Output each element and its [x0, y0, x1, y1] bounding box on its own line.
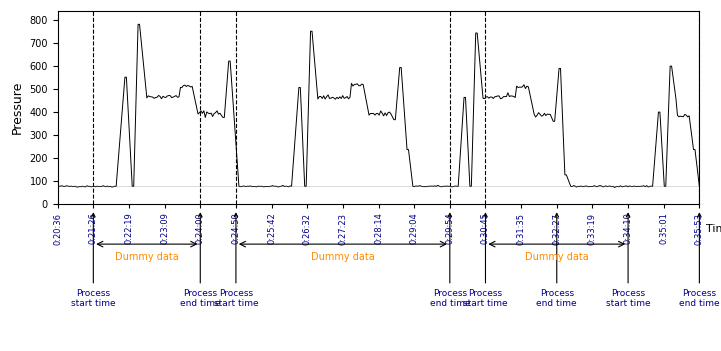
- Text: Dummy data: Dummy data: [525, 252, 588, 262]
- Text: Process
end time: Process end time: [180, 213, 221, 308]
- Y-axis label: Pressure: Pressure: [11, 80, 24, 134]
- Text: Time: Time: [706, 224, 721, 234]
- Text: Process
end time: Process end time: [430, 213, 470, 308]
- Text: Process
start time: Process start time: [606, 213, 650, 308]
- Text: Process
start time: Process start time: [463, 213, 508, 308]
- Text: Process
end time: Process end time: [536, 213, 577, 308]
- Text: Dummy data: Dummy data: [115, 252, 179, 262]
- Text: Process
start time: Process start time: [213, 213, 258, 308]
- Text: Process
end time: Process end time: [679, 213, 720, 308]
- Text: Dummy data: Dummy data: [311, 252, 375, 262]
- Text: Process
start time: Process start time: [71, 213, 115, 308]
